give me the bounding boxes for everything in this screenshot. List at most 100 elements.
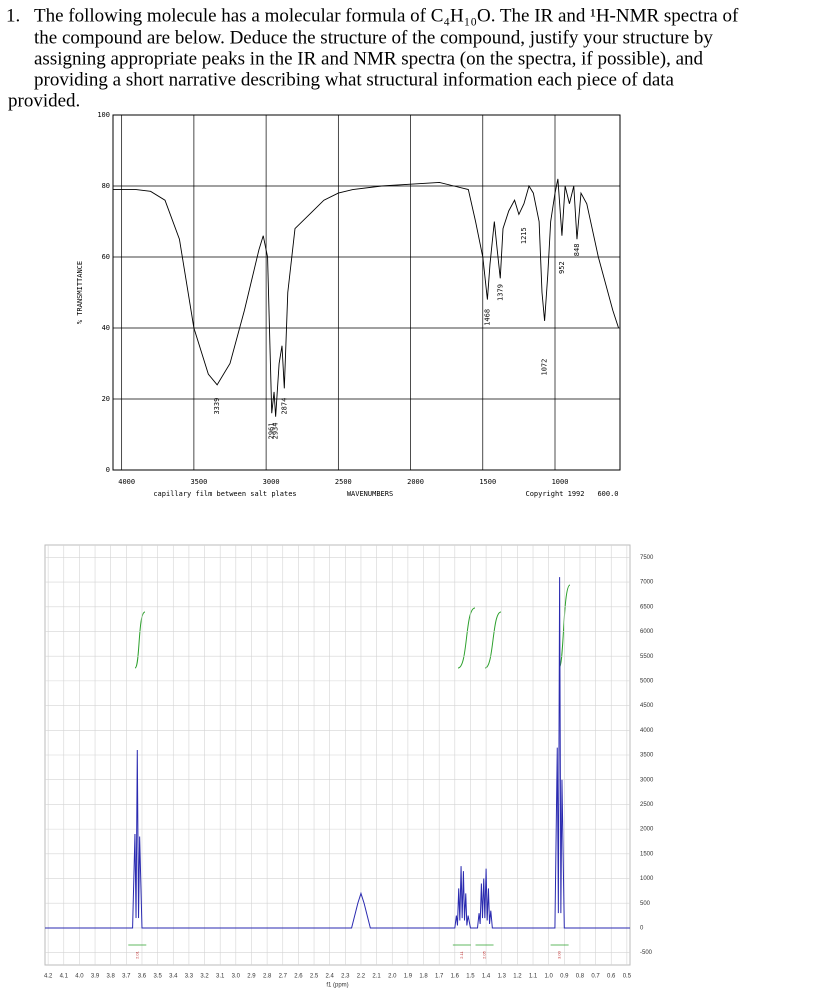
- y-tick-label: 500: [640, 901, 651, 907]
- x-tick-label: 2500: [335, 478, 352, 486]
- x-tick-label: 2.9: [247, 974, 256, 980]
- peak-label: 1379: [496, 284, 504, 301]
- x-tick-label: 1500: [479, 478, 496, 486]
- y-tick-label: 100: [97, 111, 110, 119]
- x-tick-label: 1.1: [529, 974, 538, 980]
- y-tick-label: 0: [106, 466, 110, 474]
- spectrum-line: [45, 577, 630, 929]
- peak-label: 1468: [483, 309, 491, 326]
- end-label: 600.0: [597, 490, 618, 498]
- copyright: Copyright 1992: [525, 490, 584, 498]
- y-tick-label: 0: [640, 926, 644, 932]
- y-tick-label: 4500: [640, 703, 654, 709]
- y-tick-label: 6500: [640, 604, 654, 610]
- integral-curve: [134, 611, 146, 669]
- y-tick-label: 1000: [640, 876, 654, 882]
- y-tick-label: 60: [102, 253, 110, 261]
- peak-label: 1215: [520, 227, 528, 244]
- x-tick-label: 3000: [263, 478, 280, 486]
- x-tick-label: 3.1: [216, 974, 225, 980]
- x-tick-label: 3.3: [185, 974, 194, 980]
- x-tick-label: 4.1: [60, 974, 69, 980]
- peak-label: 848: [573, 244, 581, 257]
- peak-label: 2874: [280, 398, 288, 415]
- peak-label: 3339: [213, 398, 221, 415]
- x-tick-label: 1.7: [435, 974, 444, 980]
- x-tick-label: 2.3: [341, 974, 350, 980]
- integral-label: 3.00: [557, 950, 562, 959]
- peak-label: 2934: [272, 423, 280, 440]
- x-tick-label: 2.7: [279, 974, 288, 980]
- y-tick-label: 6000: [640, 629, 654, 635]
- x-tick-label: 3.5: [153, 974, 162, 980]
- integral-label: 2.05: [482, 950, 487, 959]
- x-tick-label: 2.1: [372, 974, 381, 980]
- spectrum-line: [113, 178, 619, 417]
- y-tick-label: 5000: [640, 678, 654, 684]
- peak-label: 952: [558, 261, 566, 274]
- x-tick-label: 1.2: [513, 974, 522, 980]
- note: capillary film between salt plates: [153, 490, 296, 498]
- x-tick-label: 2.4: [326, 974, 335, 980]
- integral-curve: [484, 611, 502, 669]
- question-line: providing a short narrative describing w…: [34, 69, 675, 90]
- question-line: the compound are below. Deduce the struc…: [34, 27, 713, 48]
- x-tick-label: 1.0: [544, 974, 553, 980]
- x-tick-label: 1.4: [482, 974, 491, 980]
- x-axis-label: f1 (ppm): [326, 983, 348, 989]
- integral-label: 2.11: [459, 950, 464, 958]
- y-tick-label: 2500: [640, 802, 654, 808]
- y-tick-label: 1500: [640, 851, 654, 857]
- y-tick-label: 40: [102, 324, 110, 332]
- y-tick-label: 3000: [640, 777, 654, 783]
- x-tick-label: 1.9: [404, 974, 413, 980]
- peak-label: 2961: [268, 423, 276, 440]
- x-tick-label: 3.4: [169, 974, 178, 980]
- integral-label: 2.01: [134, 950, 139, 959]
- question-line: assigning appropriate peaks in the IR an…: [34, 48, 704, 69]
- peak-label: 1072: [541, 359, 549, 376]
- y-axis-label: % TRANSMITTANCE: [76, 261, 84, 324]
- y-tick-label: -500: [640, 950, 653, 956]
- x-tick-label: 1.3: [498, 974, 507, 980]
- integral-curves: [134, 584, 571, 669]
- x-tick-label: 0.6: [607, 974, 616, 980]
- x-tick-label: 1.6: [451, 974, 460, 980]
- y-tick-label: 3500: [640, 753, 654, 759]
- x-tick-label: 2.0: [388, 974, 397, 980]
- y-tick-label: 2000: [640, 827, 654, 833]
- chart: 4.2 4.1 4.0 3.9 3.8 3.7 3.6 3.5 3.4 3.3 3.2 3.1 3.0 2…: [44, 544, 654, 989]
- x-tick-label: 3.9: [91, 974, 100, 980]
- x-tick-label: 3.7: [122, 974, 131, 980]
- x-tick-label: 2.2: [357, 974, 366, 980]
- x-tick-label: 2.6: [294, 974, 303, 980]
- x-tick-label: 4000: [118, 478, 135, 486]
- x-tick-label: 4.0: [75, 974, 84, 980]
- integral-curve: [457, 607, 476, 669]
- x-tick-label: 0.9: [560, 974, 569, 980]
- y-tick-label: 7000: [640, 580, 654, 586]
- x-tick-label: 3.8: [107, 974, 116, 980]
- y-tick-label: 5500: [640, 654, 654, 660]
- x-tick-label: 2000: [407, 478, 424, 486]
- question-line: provided.: [8, 90, 80, 111]
- y-tick-label: 80: [102, 182, 110, 190]
- x-tick-label: 3500: [190, 478, 207, 486]
- x-tick-label: 1.8: [419, 974, 428, 980]
- y-tick-label: 20: [102, 395, 110, 403]
- x-tick-label: 0.7: [591, 974, 600, 980]
- question-number: 1.: [6, 5, 20, 26]
- x-tick-label: 3.6: [138, 974, 147, 980]
- x-tick-label: 2.8: [263, 974, 272, 980]
- x-tick-label: 3.2: [200, 974, 209, 980]
- plot-frame: [112, 114, 621, 471]
- question-line: The following molecule has a molecular f…: [34, 5, 739, 26]
- x-axis-label: WAVENUMBERS: [347, 490, 393, 498]
- x-tick-label: 1.5: [466, 974, 475, 980]
- y-tick-label: 7500: [640, 555, 654, 561]
- x-tick-label: 0.5: [623, 974, 632, 980]
- x-tick-label: 0.8: [576, 974, 585, 980]
- x-tick-label: 3.0: [232, 974, 241, 980]
